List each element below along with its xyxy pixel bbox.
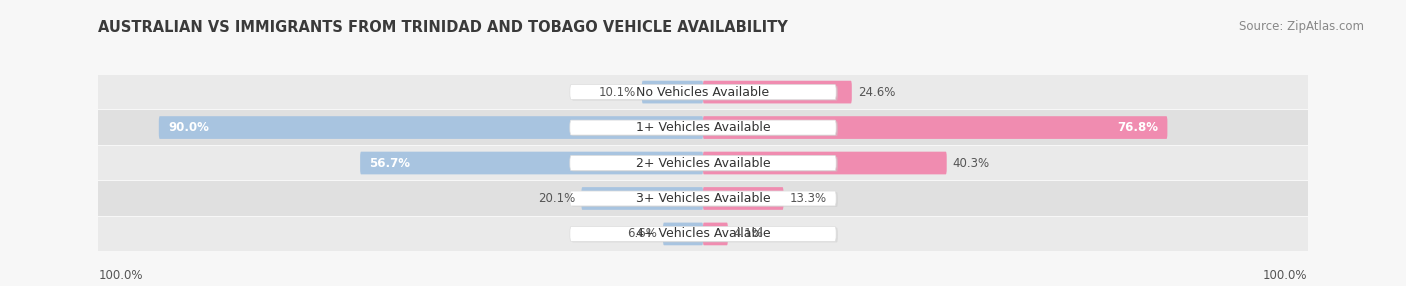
Text: 3+ Vehicles Available: 3+ Vehicles Available (636, 192, 770, 205)
FancyBboxPatch shape (569, 227, 837, 241)
Text: 56.7%: 56.7% (370, 156, 411, 170)
Text: 76.8%: 76.8% (1118, 121, 1159, 134)
Text: 13.3%: 13.3% (789, 192, 827, 205)
Text: Source: ZipAtlas.com: Source: ZipAtlas.com (1239, 20, 1364, 33)
Text: 24.6%: 24.6% (858, 86, 896, 99)
Text: 40.3%: 40.3% (953, 156, 990, 170)
Text: 100.0%: 100.0% (98, 269, 143, 282)
FancyBboxPatch shape (569, 156, 837, 170)
FancyBboxPatch shape (703, 116, 1167, 139)
FancyBboxPatch shape (572, 192, 838, 207)
FancyBboxPatch shape (569, 120, 837, 135)
Text: 2+ Vehicles Available: 2+ Vehicles Available (636, 156, 770, 170)
FancyBboxPatch shape (703, 152, 946, 174)
Text: 20.1%: 20.1% (538, 192, 575, 205)
FancyBboxPatch shape (703, 81, 852, 104)
FancyBboxPatch shape (98, 146, 1308, 180)
FancyBboxPatch shape (569, 191, 837, 206)
FancyBboxPatch shape (572, 86, 838, 101)
Text: 4+ Vehicles Available: 4+ Vehicles Available (636, 227, 770, 241)
FancyBboxPatch shape (98, 75, 1308, 110)
FancyBboxPatch shape (643, 81, 703, 104)
FancyBboxPatch shape (569, 85, 837, 100)
Text: 4.1%: 4.1% (734, 227, 763, 241)
Text: 90.0%: 90.0% (167, 121, 209, 134)
FancyBboxPatch shape (98, 181, 1308, 216)
Text: 10.1%: 10.1% (599, 86, 636, 99)
Text: 6.6%: 6.6% (627, 227, 657, 241)
FancyBboxPatch shape (572, 157, 838, 172)
FancyBboxPatch shape (360, 152, 703, 174)
FancyBboxPatch shape (582, 187, 703, 210)
FancyBboxPatch shape (572, 121, 838, 136)
Text: No Vehicles Available: No Vehicles Available (637, 86, 769, 99)
FancyBboxPatch shape (98, 110, 1308, 145)
Text: 100.0%: 100.0% (1263, 269, 1308, 282)
FancyBboxPatch shape (98, 217, 1308, 251)
FancyBboxPatch shape (159, 116, 703, 139)
Text: AUSTRALIAN VS IMMIGRANTS FROM TRINIDAD AND TOBAGO VEHICLE AVAILABILITY: AUSTRALIAN VS IMMIGRANTS FROM TRINIDAD A… (98, 20, 789, 35)
FancyBboxPatch shape (703, 187, 783, 210)
FancyBboxPatch shape (572, 228, 838, 243)
FancyBboxPatch shape (664, 223, 703, 245)
Text: 1+ Vehicles Available: 1+ Vehicles Available (636, 121, 770, 134)
FancyBboxPatch shape (703, 223, 728, 245)
